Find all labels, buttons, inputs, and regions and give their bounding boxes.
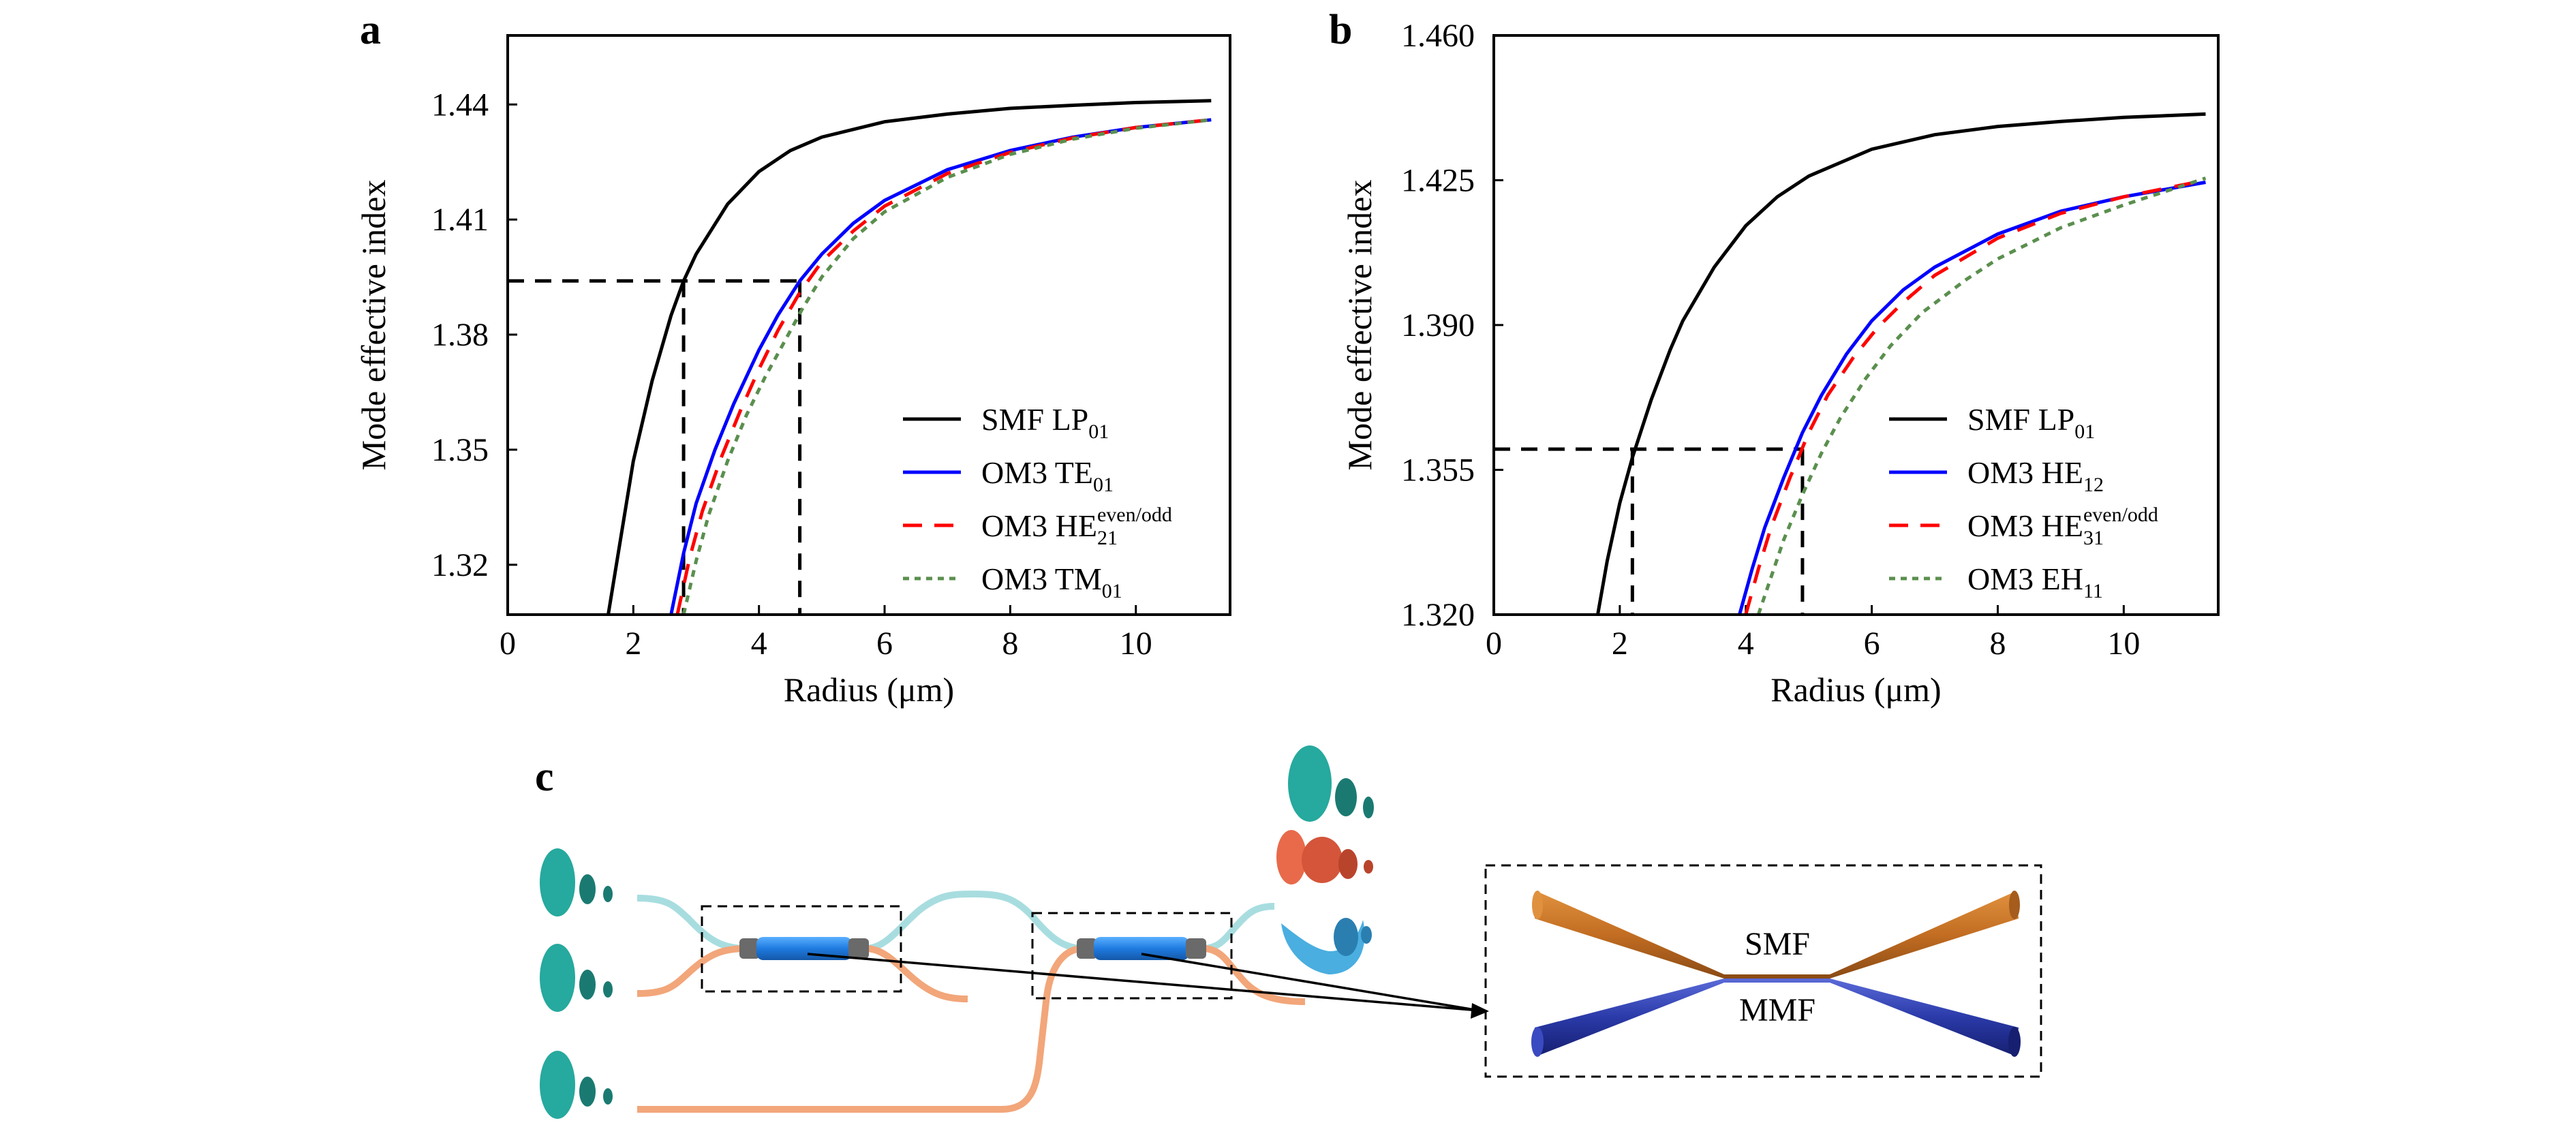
- x-axis-label: Radius (μm): [1770, 671, 1941, 709]
- smf-fiber-bridge: [865, 890, 1084, 952]
- x-tick-label: 0: [500, 626, 516, 662]
- x-tick-label: 0: [1486, 626, 1502, 662]
- series-line-om3-he-31: [1744, 179, 2206, 615]
- mode-icon-bottom: [540, 1051, 613, 1119]
- y-tick-label: 1.460: [1401, 18, 1475, 54]
- mmf-fiber-output-a: [865, 945, 968, 1002]
- x-tick-label: 2: [1612, 626, 1628, 662]
- series-line-smf-lp-01: [607, 99, 1212, 615]
- legend-entry: OM3 HEeven/odd 31: [1967, 504, 2158, 549]
- mode-icon-middle: [540, 944, 613, 1012]
- plot-frame: [1492, 34, 2220, 616]
- x-tick-label: 10: [1120, 626, 1152, 662]
- smf-label: SMF: [1745, 926, 1810, 962]
- x-tick-label: 8: [1002, 626, 1018, 662]
- taper-zoom-box: [1484, 864, 2042, 1078]
- legend-entry: OM3 TE01: [981, 455, 1114, 496]
- mmf-fiber-input: [637, 945, 747, 997]
- chart-b: 0 2 4 6 8 10 1.320 1.355 1.390 1.425 1.460 Radius (…: [1340, 18, 2220, 709]
- mode-icon-top: [540, 848, 613, 916]
- x-axis-label: Radius (μm): [784, 671, 954, 709]
- panel-letter-a: a: [360, 7, 381, 53]
- output-mode-sky: [1281, 918, 1372, 974]
- chart-a: 0 2 4 6 8 10 1.32 1.35 1.38 1.41 1.44 Radius (μm) Mo…: [354, 34, 1231, 709]
- series-line-smf-lp-01: [1596, 112, 2206, 615]
- panel-letter-b: b: [1329, 7, 1352, 53]
- series-line-om3-tm-01: [681, 118, 1212, 615]
- smf-taper[interactable]: [1532, 891, 2020, 978]
- zoom-arrow-1: [807, 953, 1479, 1012]
- x-tick-label: 4: [751, 626, 767, 662]
- mmf-taper[interactable]: [1531, 978, 2021, 1057]
- y-tick-label: 1.355: [1401, 452, 1475, 489]
- panel-letter-c: c: [535, 754, 554, 800]
- zoom-arrow-2: [1141, 953, 1479, 1012]
- series-line-om3-eh-11: [1756, 176, 2207, 615]
- plot-frame: [506, 34, 1231, 616]
- output-mode-salmon: [1276, 830, 1373, 884]
- series-line-om3-he-21: [675, 118, 1212, 615]
- legend-entry: OM3 TM01: [981, 561, 1122, 602]
- mmf-label: MMF: [1739, 992, 1815, 1028]
- legend-entry: SMF LP01: [1967, 402, 2095, 443]
- legend-entry: SMF LP01: [981, 402, 1109, 443]
- y-tick-label: 1.41: [431, 202, 489, 238]
- mmf-fiber-output-b: [1202, 945, 1306, 1005]
- x-tick-label: 8: [1989, 626, 2006, 662]
- x-tick-label: 6: [876, 626, 893, 662]
- y-tick-label: 1.35: [431, 432, 489, 468]
- coupler-2-box: [1031, 912, 1233, 1000]
- y-tick-label: 1.390: [1401, 307, 1475, 343]
- coupler-1-box: [701, 905, 902, 993]
- mmf-fiber-bottom: [637, 945, 1084, 1113]
- y-axis-label: Mode effective index: [1340, 180, 1379, 471]
- x-tick-label: 10: [2107, 626, 2140, 662]
- smf-fiber-input: [637, 895, 747, 952]
- x-tick-label: 4: [1738, 626, 1754, 662]
- legend-entry: OM3 HE12: [1967, 455, 2104, 496]
- coupler-1[interactable]: [739, 937, 869, 960]
- legend-entry: OM3 EH11: [1967, 561, 2103, 602]
- x-tick-label: 6: [1864, 626, 1880, 662]
- y-tick-label: 1.38: [431, 317, 489, 353]
- y-tick-label: 1.32: [431, 547, 489, 583]
- y-tick-label: 1.44: [431, 87, 489, 123]
- fiber-coupler-diagram: SMF MMF: [540, 745, 2042, 1119]
- zoom-arrow-head: [1471, 1003, 1489, 1019]
- legend-entry: OM3 HEeven/odd 21: [981, 504, 1172, 549]
- smf-fiber-output: [1202, 903, 1275, 952]
- y-tick-label: 1.320: [1401, 597, 1475, 633]
- y-tick-label: 1.425: [1401, 163, 1475, 199]
- series-line-om3-te-01: [669, 118, 1212, 615]
- x-tick-label: 2: [625, 626, 641, 662]
- coupler-2[interactable]: [1077, 937, 1206, 960]
- output-mode-teal: [1288, 745, 1374, 822]
- series-line-om3-he-12: [1738, 181, 2206, 615]
- y-axis-label: Mode effective index: [354, 180, 393, 471]
